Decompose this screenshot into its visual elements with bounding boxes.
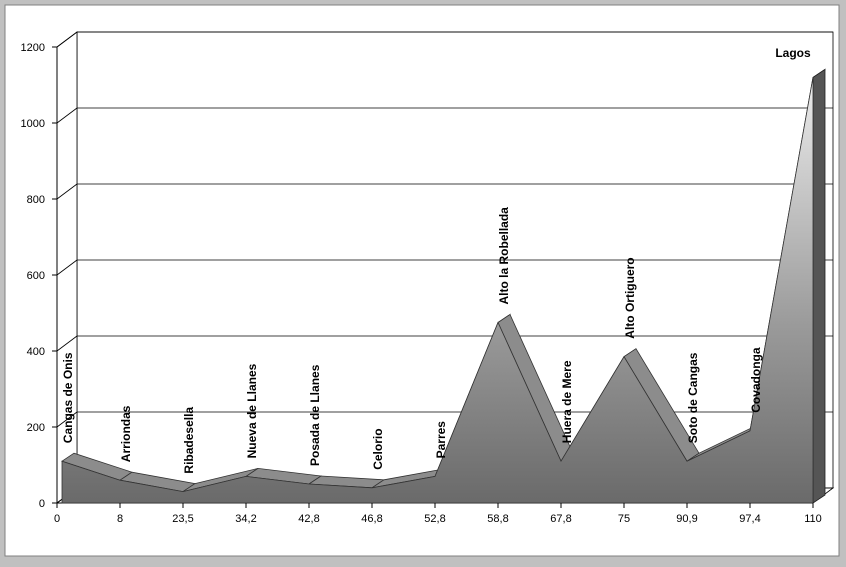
y-tick-label: 1200 bbox=[21, 42, 45, 54]
x-tick-label: 23,5 bbox=[172, 513, 193, 525]
x-tick-label: 8 bbox=[117, 513, 123, 525]
point-label: Lagos bbox=[775, 46, 811, 60]
y-tick-label: 1000 bbox=[21, 118, 45, 130]
y-tick-label: 600 bbox=[27, 270, 45, 282]
point-label: Covadonga bbox=[749, 347, 763, 413]
x-tick-label: 34,2 bbox=[235, 513, 256, 525]
point-label: Cangas de Onis bbox=[61, 352, 75, 443]
point-label: Ribadesella bbox=[182, 407, 196, 474]
x-tick-label: 90,9 bbox=[676, 513, 697, 525]
x-tick-label: 52,8 bbox=[424, 513, 445, 525]
area-side-face bbox=[812, 68, 826, 504]
point-label: Celorio bbox=[371, 428, 385, 469]
point-label: Parres bbox=[434, 421, 448, 459]
grid-line-side bbox=[56, 31, 78, 48]
y-tick-label: 400 bbox=[27, 346, 45, 358]
y-tick-label: 800 bbox=[27, 194, 45, 206]
x-tick-label: 97,4 bbox=[739, 513, 760, 525]
grid-line-side bbox=[56, 259, 78, 276]
y-tick-label: 200 bbox=[27, 422, 45, 434]
point-label: Arriondas bbox=[119, 405, 133, 462]
x-tick-label: 75 bbox=[618, 513, 630, 525]
grid-line-side bbox=[56, 183, 78, 200]
point-label: Posada de Llanes bbox=[308, 364, 322, 466]
grid-line-side bbox=[56, 107, 78, 124]
grid-line-side bbox=[56, 411, 78, 428]
x-tick-label: 58,8 bbox=[487, 513, 508, 525]
x-tick-label: 67,8 bbox=[550, 513, 571, 525]
point-label: Soto de Cangas bbox=[686, 352, 700, 443]
y-tick-label: 0 bbox=[39, 498, 45, 510]
point-label: Nueva de Llanes bbox=[245, 363, 259, 458]
point-label: Alto Ortiguero bbox=[623, 257, 637, 338]
point-label: Alto la Robellada bbox=[497, 207, 511, 305]
area-front-face bbox=[61, 77, 814, 504]
x-tick-label: 46,8 bbox=[361, 513, 382, 525]
x-tick-label: 110 bbox=[804, 513, 822, 525]
x-tick-label: 0 bbox=[54, 513, 60, 525]
point-label: Huera de Mere bbox=[560, 360, 574, 443]
grid-line-side bbox=[56, 335, 78, 352]
x-tick-label: 42,8 bbox=[298, 513, 319, 525]
